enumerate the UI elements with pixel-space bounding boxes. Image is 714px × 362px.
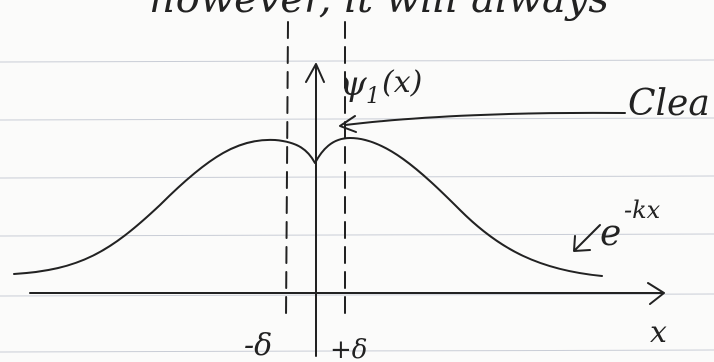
plus-delta: +δ — [330, 335, 367, 362]
notebook-page: however, it will always ψ 1 (x) Clea e -… — [0, 0, 714, 362]
annotation: Clea — [628, 83, 710, 124]
psi-subscript: 1 — [366, 84, 380, 109]
x-axis-label: x — [650, 315, 667, 350]
exp-power: -kx — [624, 196, 661, 224]
psi-symbol: ψ — [340, 64, 367, 104]
exp-base: e — [600, 213, 621, 254]
psi-argument: (x) — [382, 65, 422, 100]
top-text: however, it will always — [150, 0, 609, 22]
minus-delta: -δ — [244, 328, 272, 362]
paper — [0, 0, 714, 362]
